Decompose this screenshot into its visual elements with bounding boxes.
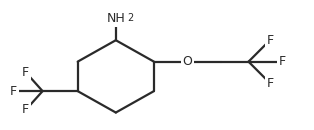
Text: F: F xyxy=(22,103,30,116)
Text: F: F xyxy=(279,55,286,68)
Text: NH: NH xyxy=(106,12,125,25)
Text: 2: 2 xyxy=(127,13,134,23)
Text: F: F xyxy=(266,34,273,47)
Text: O: O xyxy=(182,55,192,68)
Text: F: F xyxy=(22,66,30,79)
Text: F: F xyxy=(266,77,273,90)
Text: F: F xyxy=(10,85,17,98)
